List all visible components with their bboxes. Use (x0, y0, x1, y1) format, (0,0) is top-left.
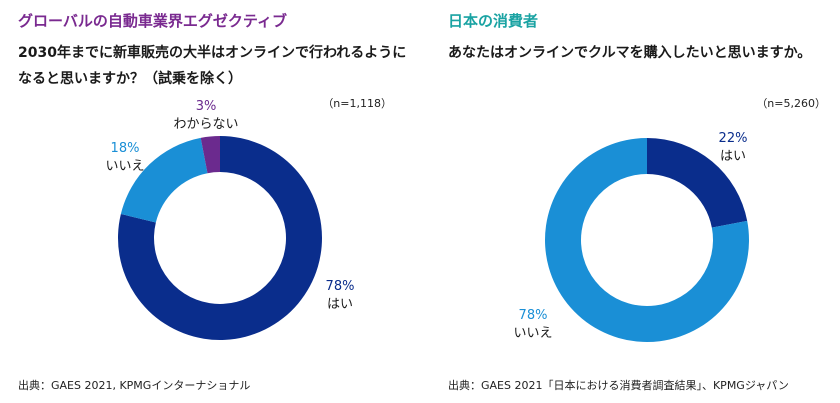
donut-slice-1 (545, 138, 749, 342)
right-sample-size: （n=5,260） (756, 97, 826, 110)
right-source: 出典：GAES 2021「日本における消費者調査結果」、KPMGジャパン (448, 379, 789, 392)
donut-slice-0 (647, 138, 748, 228)
data-label-category-1: いいえ (513, 326, 552, 341)
left-sample-size: （n=1,118） (322, 97, 392, 110)
donut-slice-2 (200, 136, 220, 174)
data-label-category-0: はい (327, 297, 353, 312)
left-source: 出典：GAES 2021, KPMGインターナショナル (18, 379, 251, 392)
left-panel: グローバルの自動車業界エグゼクティブ 2030年までに新車販売の大半はオンライン… (18, 12, 407, 392)
right-heading: 日本の消費者 (448, 12, 539, 30)
donut-slice-1 (120, 137, 208, 223)
data-label-category-0: はい (720, 149, 746, 164)
left-heading: グローバルの自動車業界エグゼクティブ (18, 12, 287, 30)
right-donut-chart: 22% はい 78% いいえ (513, 131, 749, 342)
data-label-value-1: 18% (111, 141, 140, 156)
donut-slice-0 (118, 136, 322, 340)
left-donut-chart: 78% はい 18% いいえ 3% わからない (105, 99, 355, 340)
right-question: あなたはオンラインでクルマを購入したいと思いますか。 (448, 45, 812, 61)
data-label-value-1: 78% (519, 308, 548, 323)
data-label-value-0: 22% (719, 131, 748, 146)
data-label-category-2: わからない (173, 117, 238, 132)
right-panel: 日本の消費者 あなたはオンラインでクルマを購入したいと思いますか。 （n=5,2… (420, 0, 840, 403)
data-label-value-2: 3% (196, 99, 217, 114)
left-question: 2030年までに新車販売の大半はオンラインで行われるようになると思いますか？（試… (18, 45, 407, 87)
data-label-value-0: 78% (326, 279, 355, 294)
data-label-category-1: いいえ (105, 159, 144, 174)
